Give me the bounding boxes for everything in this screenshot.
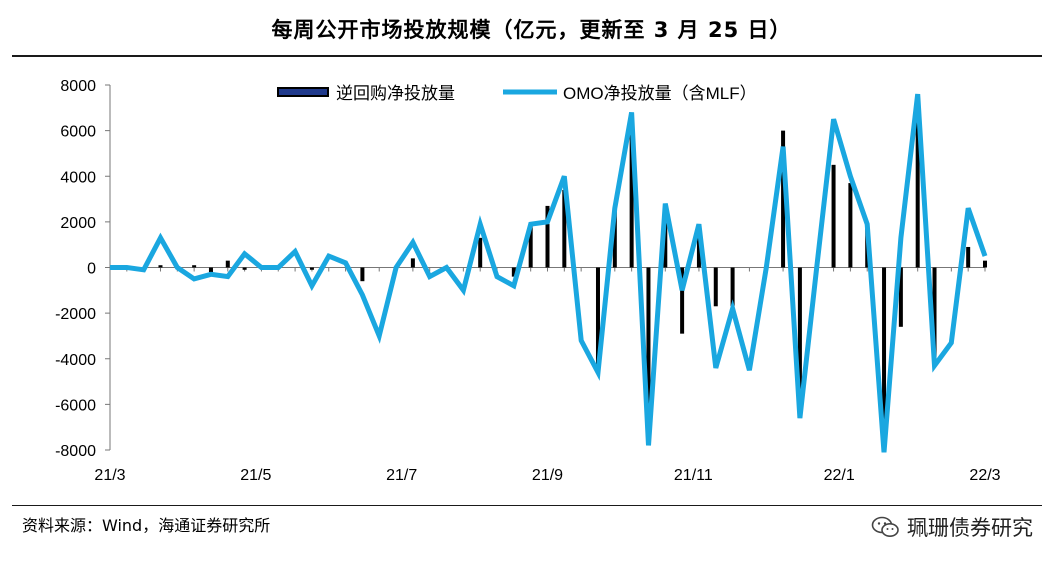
- legend-label-bars: 逆回购净投放量: [336, 84, 455, 103]
- reverse-repo-bar: [545, 205, 550, 268]
- chart: 8000 6000 4000 2000 0 -2000 -4000 -6000 -8000 21/…: [55, 78, 1001, 484]
- x-tick-label: 22/1: [824, 467, 855, 484]
- reverse-repo-bar: [511, 267, 516, 277]
- reverse-repo-bar: [562, 189, 567, 268]
- chart-title: 每周公开市场投放规模（亿元，更新至 3 月 25 日）: [271, 18, 792, 42]
- y-tick-label: 2000: [60, 215, 96, 232]
- omo-net-line: [110, 93, 988, 453]
- x-tick-label: 21/9: [532, 467, 563, 484]
- reverse-repo-bar: [410, 258, 415, 268]
- reverse-repo-bar: [192, 265, 197, 268]
- reverse-repo-bar: [730, 267, 735, 307]
- reverse-repo-bar: [680, 267, 685, 334]
- reverse-repo-bar: [360, 267, 365, 282]
- watermark: 珮珊债券研究: [871, 512, 1033, 542]
- source-note: 资料来源：Wind，海通证券研究所: [22, 516, 271, 535]
- x-tick-label: 21/11: [674, 467, 713, 484]
- y-tick-label: -8000: [55, 443, 96, 460]
- reverse-repo-bar: [797, 267, 802, 419]
- reverse-repo-bar: [478, 237, 483, 268]
- reverse-repo-bar: [595, 267, 600, 373]
- reverse-repo-bar: [646, 267, 651, 441]
- reverse-repo-bar: [713, 267, 718, 307]
- y-tick-label: 8000: [60, 78, 96, 95]
- reverse-repo-bar: [781, 130, 786, 268]
- y-tick-label: 0: [87, 261, 96, 278]
- reverse-repo-bar: [225, 260, 230, 268]
- reverse-repo-bar: [966, 246, 971, 268]
- reverse-repo-bar: [242, 267, 247, 270]
- y-tick-label: -4000: [55, 352, 96, 369]
- title-divider-top: [12, 55, 1042, 57]
- y-tick-label: 4000: [60, 169, 96, 186]
- y-tick-label: -2000: [55, 306, 96, 323]
- reverse-repo-bar: [882, 267, 887, 453]
- reverse-repo-bar: [831, 164, 836, 268]
- y-tick-label: -6000: [55, 397, 96, 414]
- reverse-repo-bar: [983, 260, 987, 268]
- legend-bar-swatch-inner: [279, 89, 327, 95]
- legend-label-line: OMO净投放量（含MLF）: [563, 84, 757, 103]
- y-tick-label: 6000: [60, 124, 96, 141]
- reverse-repo-bar: [158, 265, 163, 268]
- x-tick-label: 21/3: [94, 467, 125, 484]
- reverse-repo-bar: [629, 114, 634, 268]
- reverse-repo-bar: [528, 224, 533, 268]
- reverse-repo-bar: [309, 267, 314, 270]
- reverse-repo-bar: [932, 267, 937, 359]
- reverse-repo-bar: [898, 267, 903, 327]
- reverse-repo-bar: [612, 208, 617, 268]
- x-tick-label: 21/7: [386, 467, 417, 484]
- reverse-repo-bar: [848, 183, 853, 268]
- watermark-text: 珮珊债券研究: [907, 516, 1033, 540]
- footer-divider: [12, 505, 1042, 506]
- reverse-repo-bar: [208, 267, 213, 273]
- x-tick-label: 21/5: [240, 467, 271, 484]
- wechat-icon: [871, 516, 899, 537]
- x-tick-label: 22/3: [969, 467, 1000, 484]
- reverse-repo-bar: [915, 94, 920, 268]
